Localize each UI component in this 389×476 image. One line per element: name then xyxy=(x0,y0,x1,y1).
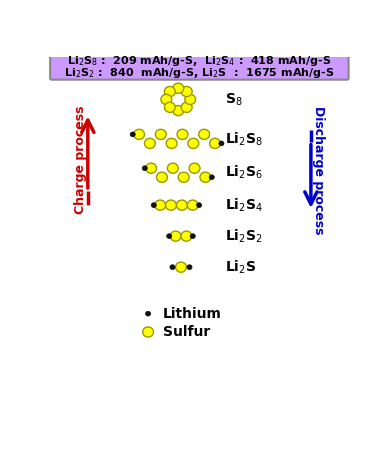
Circle shape xyxy=(167,163,178,173)
Circle shape xyxy=(210,139,221,149)
Circle shape xyxy=(173,83,184,93)
FancyBboxPatch shape xyxy=(50,50,349,79)
Text: Li$_2$S$_8$ :  209 mAh/g-S,  Li$_2$S$_4$ :  418 mAh/g-S: Li$_2$S$_8$ : 209 mAh/g-S, Li$_2$S$_4$ :… xyxy=(67,54,331,69)
Circle shape xyxy=(166,234,172,238)
Text: Li$_2$S$_6$: Li$_2$S$_6$ xyxy=(225,164,263,181)
Circle shape xyxy=(187,265,192,269)
Text: Li$_2$S$_4$: Li$_2$S$_4$ xyxy=(225,197,263,214)
Circle shape xyxy=(130,132,135,137)
Text: Li$_2$S: Li$_2$S xyxy=(225,258,256,276)
Circle shape xyxy=(189,163,200,173)
Circle shape xyxy=(177,129,188,139)
Text: Discharge process: Discharge process xyxy=(312,106,325,235)
Circle shape xyxy=(134,129,144,139)
Circle shape xyxy=(166,139,177,149)
Circle shape xyxy=(178,172,189,182)
Circle shape xyxy=(143,327,154,337)
Circle shape xyxy=(181,87,192,97)
Circle shape xyxy=(196,203,202,208)
Circle shape xyxy=(165,102,175,112)
Circle shape xyxy=(209,175,214,179)
Circle shape xyxy=(175,262,186,272)
Circle shape xyxy=(187,200,198,210)
Circle shape xyxy=(151,203,156,208)
Text: Lithium: Lithium xyxy=(163,307,222,321)
Circle shape xyxy=(173,106,184,116)
Text: Li$_2$S$_2$ :  840  mAh/g-S, Li$_2$S  :  1675 mAh/g-S: Li$_2$S$_2$ : 840 mAh/g-S, Li$_2$S : 167… xyxy=(64,67,335,80)
Circle shape xyxy=(200,172,211,182)
Circle shape xyxy=(156,172,167,182)
Circle shape xyxy=(181,231,192,241)
Circle shape xyxy=(166,200,177,210)
Circle shape xyxy=(155,129,166,139)
Circle shape xyxy=(188,139,199,149)
Circle shape xyxy=(170,265,175,269)
Circle shape xyxy=(146,163,156,173)
Text: Charge process: Charge process xyxy=(74,105,87,214)
Circle shape xyxy=(155,200,166,210)
Text: Li$_2$S$_2$: Li$_2$S$_2$ xyxy=(225,228,263,245)
Circle shape xyxy=(190,234,195,238)
Circle shape xyxy=(165,87,175,97)
Text: Li$_2$S$_8$: Li$_2$S$_8$ xyxy=(225,130,263,148)
Circle shape xyxy=(161,94,172,105)
Text: S$_8$: S$_8$ xyxy=(225,91,243,108)
Circle shape xyxy=(170,231,181,241)
Circle shape xyxy=(145,311,151,316)
Text: Sulfur: Sulfur xyxy=(163,325,210,339)
Circle shape xyxy=(219,141,224,146)
Circle shape xyxy=(142,166,147,170)
Circle shape xyxy=(199,129,210,139)
Circle shape xyxy=(144,139,155,149)
Circle shape xyxy=(177,200,187,210)
Circle shape xyxy=(185,94,196,105)
Circle shape xyxy=(181,102,192,112)
